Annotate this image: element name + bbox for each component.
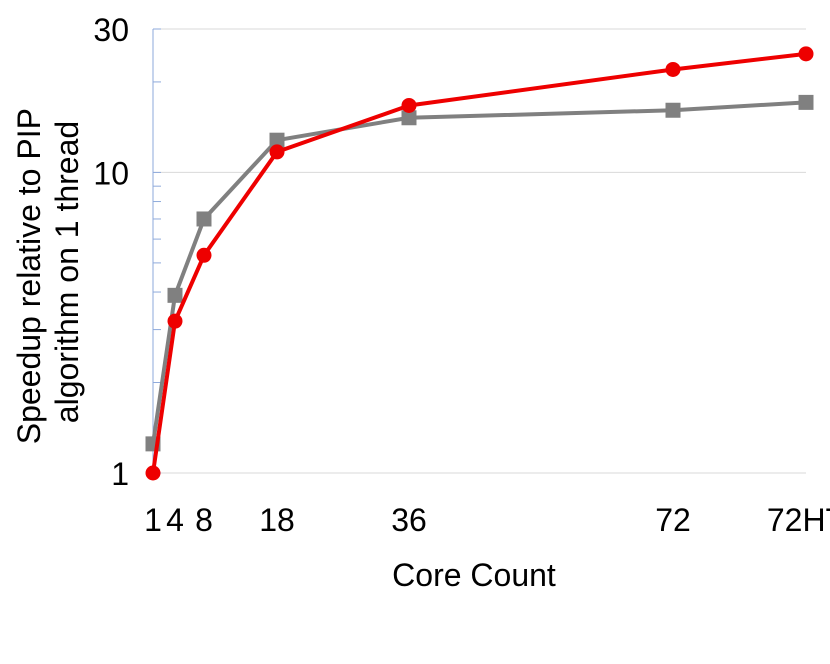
series-1-point-6 <box>798 94 814 110</box>
series-0-point-6 <box>798 46 814 62</box>
x-tick-label-8: 8 <box>195 502 213 538</box>
series-1-line <box>151 100 807 445</box>
y-axis-title-line-2: algorithm on 1 thread <box>49 121 85 423</box>
series-layer <box>145 46 814 481</box>
x-axis-title: Core Count <box>392 557 556 593</box>
x-tick-label-36: 36 <box>391 502 427 538</box>
series-1-point-3 <box>269 132 285 148</box>
x-tick-label-72: 72 <box>655 502 691 538</box>
series-1-point-4 <box>401 110 417 126</box>
label-layer: 1103014818367272HT <box>93 12 830 538</box>
series-1-point-5 <box>665 102 681 118</box>
series-0-point-2 <box>196 247 212 263</box>
series-1 <box>145 94 814 452</box>
series-0-point-0 <box>145 465 161 481</box>
y-tick-label-10: 10 <box>93 155 129 191</box>
axis-layer <box>152 28 161 474</box>
svg-text:Speedup relative to PIP: Speedup relative to PIP algorithm on 1 t… <box>11 100 85 445</box>
series-0-point-5 <box>665 61 681 77</box>
x-tick-label-1: 1 <box>144 502 162 538</box>
series-0-point-3 <box>269 144 285 160</box>
series-0-point-4 <box>401 97 417 113</box>
y-axis-title-line-1: Speedup relative to PIP <box>11 109 47 445</box>
series-1-point-2 <box>196 211 212 227</box>
series-0-point-1 <box>167 313 183 329</box>
y-axis-title: Speedup relative to PIP algorithm on 1 t… <box>11 100 85 445</box>
series-0 <box>145 46 814 481</box>
series-1-point-1 <box>167 287 183 303</box>
x-tick-label-72HT: 72HT <box>767 502 830 538</box>
x-tick-label-4: 4 <box>166 502 184 538</box>
y-tick-label-30: 30 <box>93 12 129 48</box>
y-tick-label-1: 1 <box>111 456 129 492</box>
x-tick-label-18: 18 <box>259 502 295 538</box>
